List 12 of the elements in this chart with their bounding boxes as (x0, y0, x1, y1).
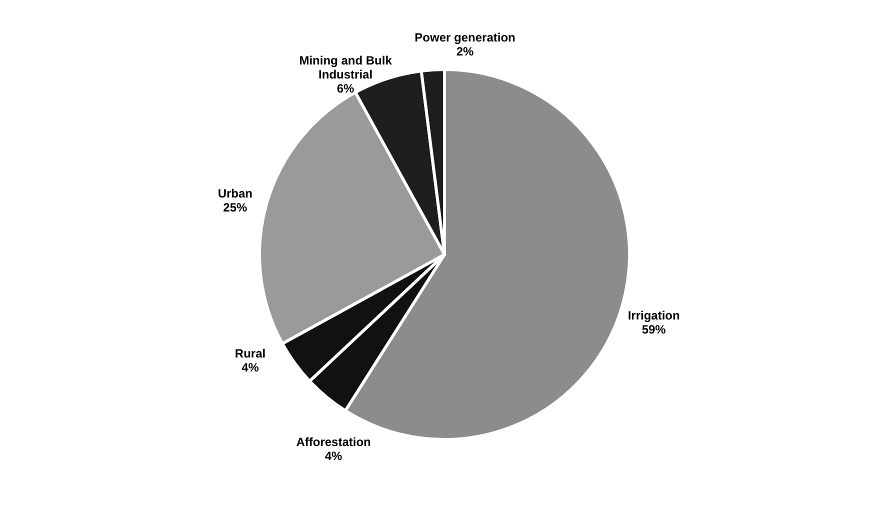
data-label: 4% (242, 360, 260, 374)
slice-label: Afforestation (296, 435, 371, 450)
data-label: 6% (336, 81, 355, 96)
data-label: 25% (223, 200, 248, 215)
slice-label: Rural (234, 346, 266, 360)
data-label: 4% (324, 449, 343, 464)
slice-label: Mining and Bulk Industrial (299, 53, 392, 82)
data-label: 2% (456, 44, 474, 58)
slice-label: Power generation (414, 30, 516, 44)
slice-label: Irrigation (628, 308, 680, 322)
data-label: 59% (642, 322, 666, 336)
slice-label: Urban (218, 186, 252, 201)
